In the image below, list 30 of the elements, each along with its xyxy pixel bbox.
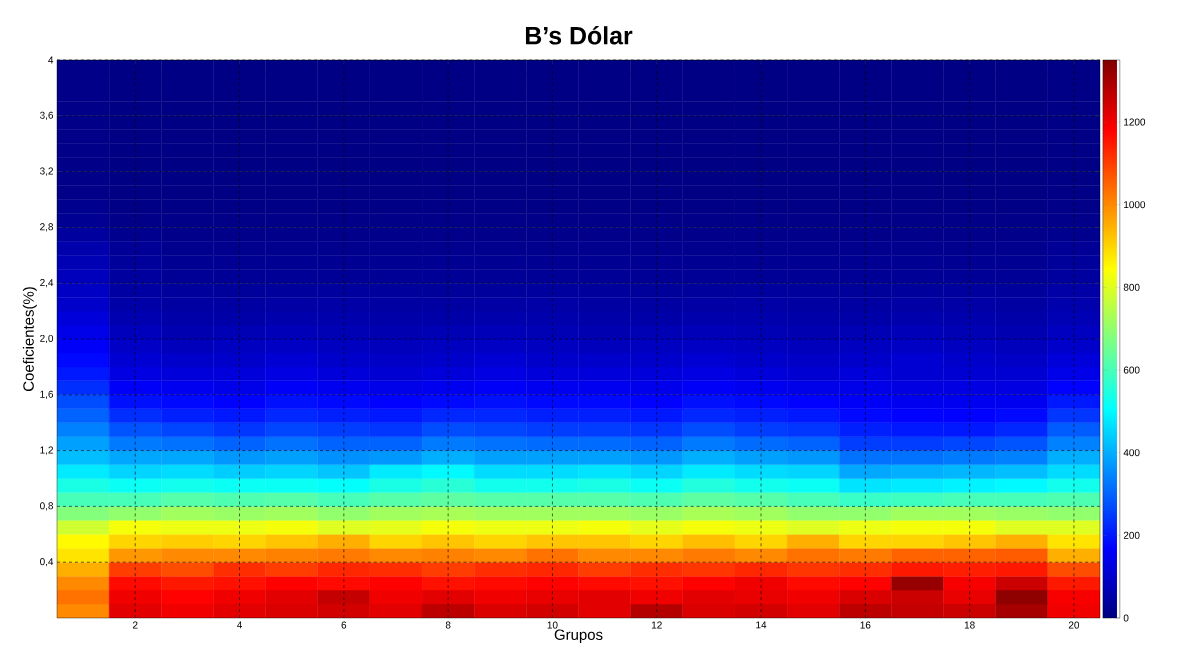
color-bar-label: 400: [1123, 449, 1140, 457]
y-tick-label: 1,6: [40, 390, 54, 399]
y-tick-label: 3,2: [40, 167, 53, 176]
x-tick-label: 8: [445, 621, 451, 629]
y-tick-label: 3,6: [40, 111, 54, 120]
x-tick-label: 16: [860, 621, 871, 629]
color-bar-label: 800: [1123, 283, 1140, 291]
color-bar-label: 0: [1123, 614, 1129, 622]
x-tick-label: 20: [1068, 621, 1080, 629]
y-tick-label: 1,2: [40, 446, 53, 455]
y-tick-label: 0,8: [40, 502, 54, 511]
color-bar-label: 1200: [1124, 118, 1146, 126]
color-bar-label: 200: [1123, 531, 1140, 539]
x-tick-label: 2: [132, 621, 138, 629]
y-tick-label: 2,4: [40, 279, 54, 288]
chart-title: B’s Dólar: [525, 25, 633, 45]
color-bar-label: 1000: [1124, 201, 1146, 209]
y-tick-label: 4: [48, 56, 54, 64]
y-tick-label: 2,8: [40, 223, 54, 232]
x-tick-label: 14: [756, 621, 767, 629]
x-tick-label: 12: [651, 621, 662, 629]
color-bar-label: 600: [1123, 366, 1140, 374]
y-tick-label: 0,4: [40, 558, 54, 567]
y-axis-title: Coeficientes(%): [22, 287, 37, 391]
x-tick-label: 10: [547, 621, 558, 629]
y-tick-label: 2,0: [40, 334, 54, 344]
x-tick-label: 18: [964, 621, 975, 629]
x-tick-label: 4: [236, 621, 243, 629]
x-axis-title: Grupos: [554, 629, 603, 643]
x-tick-label: 6: [341, 621, 347, 629]
